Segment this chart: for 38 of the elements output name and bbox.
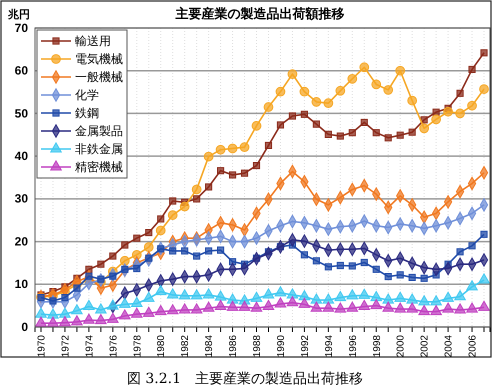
- x-tick-label: 1980: [156, 334, 168, 358]
- x-tick-label: 1992: [300, 334, 311, 358]
- x-tick-label: 1982: [180, 334, 192, 358]
- y-tick-label: 0: [21, 320, 28, 334]
- y-tick-label: 10: [14, 277, 28, 292]
- y-axis-title: 兆円: [7, 8, 30, 21]
- legend-label: 化学: [75, 88, 99, 102]
- x-tick-label: 1984: [204, 334, 216, 358]
- y-tick-label: 30: [14, 192, 28, 206]
- x-tick-label: 1998: [372, 334, 383, 358]
- legend-label: 金属製品: [75, 124, 123, 138]
- x-tick-label: 1986: [228, 334, 240, 358]
- x-tick-label: 1970: [36, 334, 48, 358]
- x-tick-label: 1974: [84, 334, 96, 358]
- x-tick-label: 1996: [348, 334, 359, 358]
- x-tick-label: 2004: [444, 334, 455, 358]
- y-tick-label: 40: [14, 148, 28, 163]
- y-tick-label: 70: [14, 20, 28, 35]
- caption: 図 3.2.1 主要産業の製造品出荷推移: [126, 371, 364, 387]
- x-tick-label: 1990: [276, 334, 287, 358]
- x-tick-label: 1972: [60, 334, 72, 358]
- legend-label: 輸送用: [75, 34, 111, 48]
- x-tick-label: 2002: [420, 334, 431, 358]
- legend-label: 非鉄金属: [75, 142, 123, 156]
- y-tick-label: 50: [14, 106, 28, 120]
- y-tick-label: 20: [14, 234, 28, 248]
- y-tick-label: 60: [14, 64, 28, 78]
- x-tick-label: 1994: [324, 334, 335, 358]
- x-tick-label: 1978: [132, 334, 144, 358]
- x-tick-label: 1976: [108, 334, 120, 358]
- chart-title: 主要産業の製造品出荷額推移: [174, 6, 344, 22]
- legend-label: 鉄鋼: [75, 106, 99, 120]
- x-tick-label: 1988: [252, 334, 264, 358]
- x-tick-label: 2000: [396, 334, 407, 358]
- x-tick-label: 2006: [468, 334, 479, 358]
- legend-label: 電気機械: [75, 52, 123, 66]
- legend-label: 精密機械: [75, 160, 123, 174]
- legend-label: 一般機械: [75, 70, 123, 84]
